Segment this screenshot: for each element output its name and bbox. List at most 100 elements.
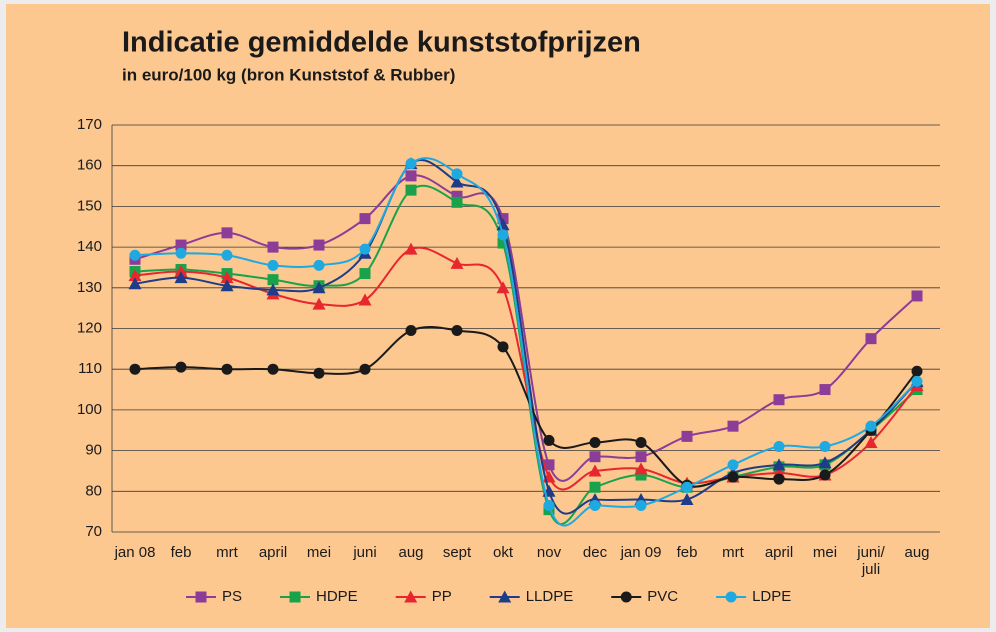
x-tick-label: feb <box>676 544 698 561</box>
data-point <box>819 441 831 453</box>
x-tick-label: dec <box>582 544 608 561</box>
legend-label: PVC <box>647 588 678 605</box>
data-point <box>313 259 325 271</box>
data-point <box>911 365 923 377</box>
chart-title: Indicatie gemiddelde kunststofprijzen <box>122 27 641 59</box>
legend-label: PP <box>432 588 452 605</box>
data-point <box>220 271 234 284</box>
data-point <box>773 473 785 485</box>
x-tick-label: juni/ juli <box>857 544 885 578</box>
data-point <box>773 394 785 406</box>
legend-marker <box>620 591 632 603</box>
data-point <box>865 420 877 432</box>
x-tick-label: okt <box>492 544 513 561</box>
data-point <box>359 363 371 375</box>
data-point <box>359 268 371 280</box>
x-tick-label: mrt <box>216 544 238 561</box>
data-point <box>405 325 417 337</box>
x-tick-label: nov <box>536 544 562 561</box>
data-point <box>267 241 279 253</box>
x-tick-label: april <box>258 544 288 561</box>
x-tick-label: mei <box>306 544 332 561</box>
data-point <box>496 281 510 294</box>
data-point <box>175 239 187 251</box>
data-point <box>819 384 831 396</box>
x-tick-label: mei <box>812 544 838 561</box>
data-point <box>128 269 142 282</box>
data-point <box>634 462 648 475</box>
data-point <box>451 168 463 180</box>
y-tick-label: 170 <box>77 116 102 133</box>
x-tick-label: aug <box>398 544 424 561</box>
data-point <box>405 184 417 196</box>
data-point <box>404 242 418 255</box>
data-point <box>405 170 417 182</box>
data-point <box>129 249 141 261</box>
data-point <box>313 367 325 379</box>
y-tick-label: 100 <box>77 401 102 418</box>
legend-marker <box>404 590 418 603</box>
data-point <box>818 456 832 469</box>
data-point <box>635 500 647 512</box>
x-tick-label: juni <box>353 544 377 561</box>
y-tick-label: 120 <box>77 319 102 336</box>
data-point <box>267 259 279 271</box>
data-point <box>129 363 141 375</box>
legend-marker <box>289 591 301 603</box>
x-tick-label: feb <box>170 544 192 561</box>
data-point <box>405 158 417 170</box>
data-point <box>635 469 647 481</box>
data-point <box>819 469 831 481</box>
y-tick-label: 140 <box>77 238 102 255</box>
data-point <box>497 229 509 241</box>
legend-label: PS <box>222 588 242 605</box>
data-point <box>359 213 371 225</box>
data-point <box>174 265 188 278</box>
x-tick-label: aug <box>904 544 930 561</box>
data-point <box>221 363 233 375</box>
data-point <box>221 249 233 261</box>
data-point <box>266 283 280 296</box>
data-point <box>451 196 463 208</box>
legend-marker <box>498 590 512 603</box>
data-point <box>497 237 509 249</box>
data-point <box>451 325 463 337</box>
data-point <box>589 481 601 493</box>
data-point <box>865 333 877 345</box>
data-point <box>174 271 188 284</box>
data-point <box>312 297 326 310</box>
data-point <box>450 175 464 188</box>
data-point <box>911 290 923 302</box>
data-point <box>221 227 233 239</box>
data-point <box>358 293 372 306</box>
data-point <box>220 279 234 292</box>
data-point <box>588 464 602 477</box>
y-tick-label: 70 <box>85 523 102 540</box>
data-point <box>450 256 464 269</box>
data-point <box>864 435 878 448</box>
data-point <box>267 274 279 286</box>
chart-subtitle: in euro/100 kg (bron Kunststof & Rubber) <box>122 65 455 84</box>
data-point <box>497 341 509 353</box>
x-tick-label: jan 08 <box>114 544 156 561</box>
data-point <box>727 420 739 432</box>
data-point <box>681 481 693 493</box>
panel <box>6 4 990 628</box>
legend-label: LLDPE <box>526 588 574 605</box>
data-point <box>635 436 647 448</box>
y-tick-label: 130 <box>77 279 102 296</box>
data-point <box>313 239 325 251</box>
data-point <box>359 243 371 255</box>
data-point <box>911 375 923 387</box>
y-tick-label: 80 <box>85 482 102 499</box>
legend-label: LDPE <box>752 588 791 605</box>
legend-label: HDPE <box>316 588 358 605</box>
y-tick-label: 110 <box>78 360 102 377</box>
y-tick-label: 150 <box>77 197 102 214</box>
data-point <box>267 363 279 375</box>
data-point <box>772 458 786 471</box>
data-point <box>589 500 601 512</box>
x-tick-label: jan 09 <box>620 544 662 561</box>
